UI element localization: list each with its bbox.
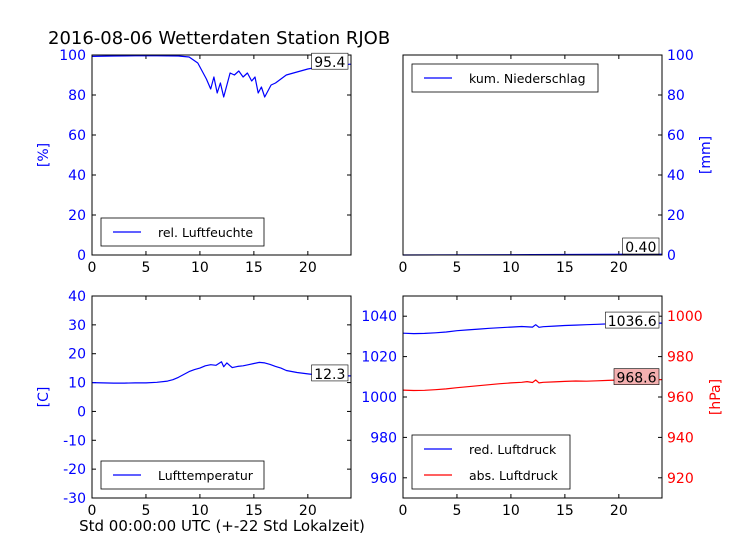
panel-top-left: 0 5 10 15 20 0 20 40 60 80 100 [%] 95.4 rel. Luftfeuc… [36,48,351,276]
y-axis-label: [hPa] [708,379,724,415]
y-tick-label: 1020 [361,350,397,366]
last-value-label: 0.40 [625,240,656,256]
y-tick-label: 80 [68,88,86,104]
x-tick-label: 0 [399,503,408,519]
legend-label: rel. Luftfeuchte [158,225,253,240]
x-tick-label: 0 [88,503,97,519]
x-tick-label: 15 [556,260,574,276]
last-value-label: 1036.6 [608,314,657,330]
x-tick-label: 5 [452,260,461,276]
panel-bottom-left: 0 5 10 15 20 -30 -20 -10 0 10 20 30 40 [C] 12.3 Lufttem… [36,289,351,519]
x-tick-label: 20 [299,503,317,519]
y-tick-label: 1040 [361,309,397,325]
legend-label: abs. Luftdruck [469,468,559,483]
y-tick-label: -30 [63,491,86,507]
x-tick-label: 20 [610,260,628,276]
x-tick-label: 15 [245,260,263,276]
y-tick-label: 980 [370,430,397,446]
figure-title: 2016-08-06 Wetterdaten Station RJOB [48,28,390,49]
y-tick-label: 0 [77,404,86,420]
last-value-label: 968.6 [616,371,656,387]
x-tick-label: 20 [610,503,628,519]
y-tick-label: 20 [68,208,86,224]
y-tick-label: 0 [667,248,676,264]
legend-label: kum. Niederschlag [469,71,586,86]
x-tick-label: 20 [299,260,317,276]
y-axis-label: [mm] [698,136,714,174]
x-tick-label: 10 [502,260,520,276]
x-tick-label: 10 [191,503,209,519]
legend-label: Lufttemperatur [158,468,254,483]
y-tick-label: 30 [68,318,86,334]
legend-label: red. Luftdruck [469,442,557,457]
y-tick-label: 960 [370,471,397,487]
x-tick-label: 5 [141,503,150,519]
x-tick-label: 5 [141,260,150,276]
y-tick-label: 40 [68,168,86,184]
y-tick-label: 100 [59,48,86,64]
y-tick-label-right: 1000 [667,309,703,325]
x-tick-label: 5 [452,503,461,519]
y-tick-label-right: 980 [667,350,694,366]
x-tick-label: 10 [502,503,520,519]
x-tick-label: 0 [88,260,97,276]
y-tick-label: 20 [667,208,685,224]
y-tick-label: -10 [63,433,86,449]
y-tick-label-right: 960 [667,390,694,406]
y-tick-label: 1000 [361,390,397,406]
y-tick-label: 10 [68,376,86,392]
x-tick-label: 0 [399,260,408,276]
y-tick-label-right: 940 [667,430,694,446]
y-tick-label: 60 [667,128,685,144]
x-tick-label: 15 [245,503,263,519]
last-value-label: 95.4 [314,55,345,71]
y-tick-label: 40 [68,289,86,305]
y-tick-label: -20 [63,462,86,478]
y-tick-label-right: 920 [667,471,694,487]
panel-bottom-right: 0 5 10 15 20 960 980 1000 1020 1040 920 940 960 980 10… [361,296,724,519]
figure-x-axis-label: Std 00:00:00 UTC (+-22 Std Lokalzeit) [79,517,365,535]
x-tick-label: 10 [191,260,209,276]
y-tick-label: 20 [68,347,86,363]
y-tick-label: 40 [667,168,685,184]
y-tick-label: 100 [667,48,694,64]
y-axis-label: [%] [36,143,52,167]
y-tick-label: 60 [68,128,86,144]
y-tick-label: 0 [77,248,86,264]
panel-top-right: 0 5 10 15 20 0 20 40 60 80 100 [mm] 0.40 kum. Nieders… [399,48,714,276]
last-value-label: 12.3 [314,367,345,383]
y-axis-label: [C] [36,387,52,408]
x-tick-label: 15 [556,503,574,519]
y-tick-label: 80 [667,88,685,104]
